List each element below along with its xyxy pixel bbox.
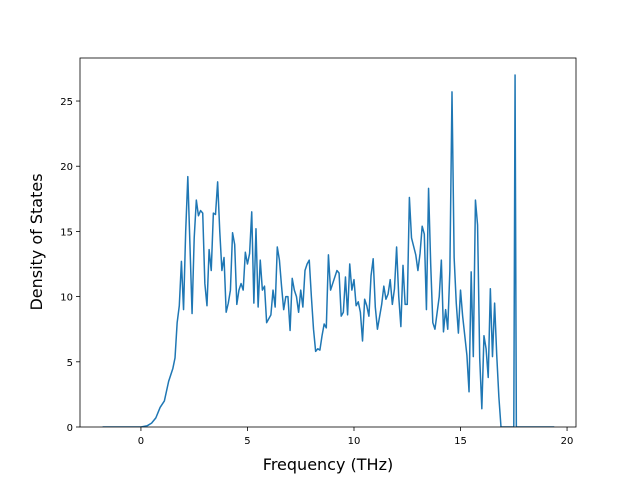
y-tick-label: 25 xyxy=(60,97,73,108)
x-tick-label: 10 xyxy=(348,436,361,447)
y-tick-label: 15 xyxy=(60,227,73,238)
x-axis-label: Frequency (THz) xyxy=(263,455,393,474)
x-tick-label: 5 xyxy=(244,436,250,447)
x-tick-label: 0 xyxy=(138,436,144,447)
y-tick-label: 20 xyxy=(60,162,73,173)
plot-frame xyxy=(79,57,577,428)
y-axis-label: Density of States xyxy=(27,173,46,310)
line-series xyxy=(102,74,555,427)
x-tick-label: 15 xyxy=(454,436,467,447)
x-tick-label: 20 xyxy=(561,436,574,447)
y-tick-label: 5 xyxy=(67,358,73,369)
y-tick-label: 10 xyxy=(60,293,73,304)
y-tick-label: 0 xyxy=(67,423,73,434)
